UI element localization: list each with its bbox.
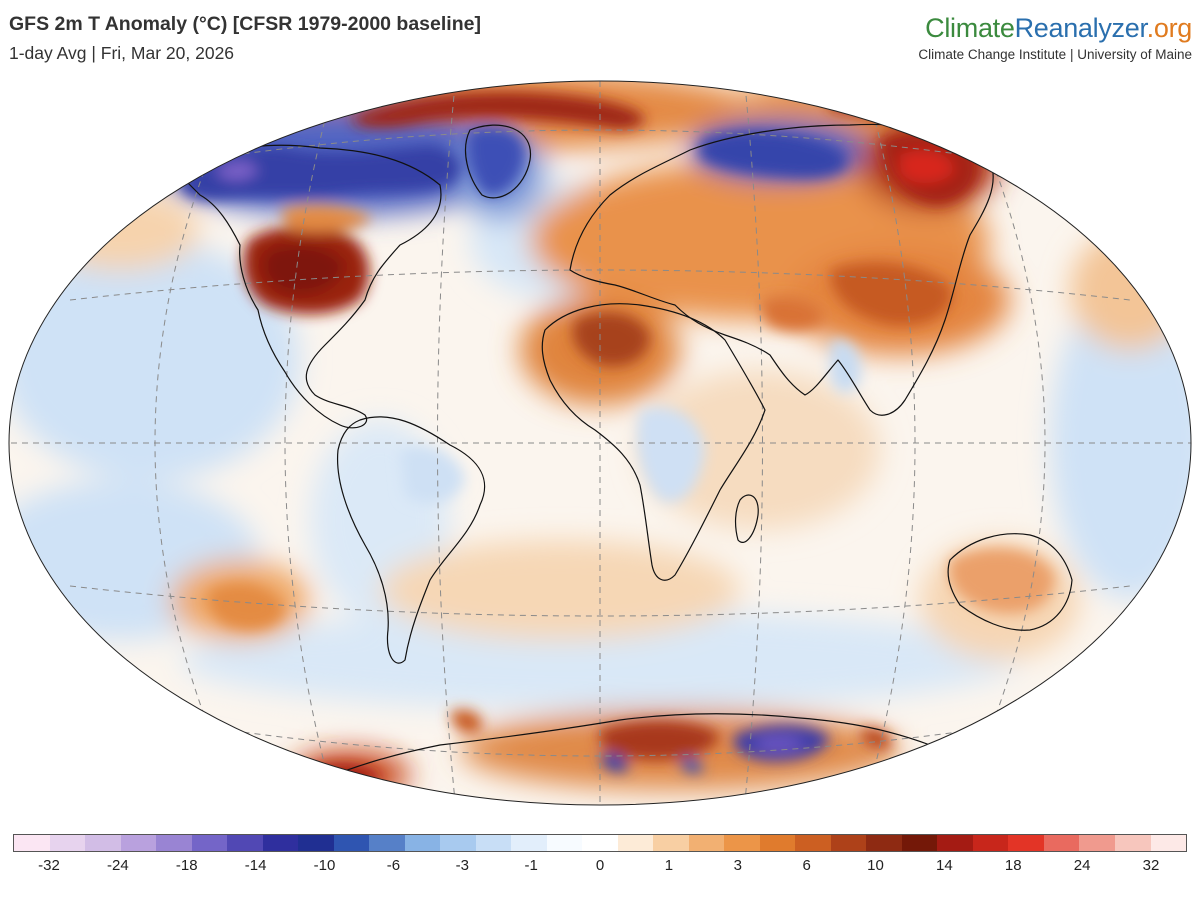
colorbar-tick-label: 24 (1073, 857, 1091, 874)
colorbar-tick-label: 14 (936, 857, 953, 874)
colorbar-tick-label: -32 (38, 857, 60, 874)
colorbar-tick-label: -1 (524, 857, 538, 874)
colorbar-swatch (191, 835, 228, 851)
map-subtitle: 1-day Avg | Fri, Mar 20, 2026 (9, 43, 235, 63)
coast-north-america (179, 144, 442, 429)
coast-madagascar (734, 494, 759, 543)
colorbar-swatch (866, 835, 902, 851)
field-detail-layer (179, 91, 1055, 788)
colorbar-swatch (1079, 835, 1115, 851)
anomaly-map (8, 80, 1192, 806)
colorbar-swatch (1043, 835, 1080, 851)
colorbar-swatch (85, 835, 121, 851)
colorbar-swatch (156, 835, 192, 851)
colorbar-swatch (830, 835, 867, 851)
colorbar-swatch (475, 835, 512, 851)
colorbar-tick-label: 3 (733, 857, 742, 874)
colorbar-tick-label: 32 (1142, 857, 1160, 874)
colorbar-tick-label: 1 (664, 857, 674, 874)
colorbar-tick-label: -10 (313, 857, 336, 874)
colorbar-swatch (1150, 835, 1187, 851)
colorbar-swatch (49, 835, 86, 851)
colorbar-swatch (546, 835, 583, 851)
colorbar-swatch (120, 835, 157, 851)
colorbar-swatch (937, 835, 973, 851)
brand-logo-org: .org (1146, 13, 1193, 43)
colorbar-swatch (298, 835, 334, 851)
colorbar-swatch (1008, 835, 1044, 851)
colorbar-swatch (262, 835, 299, 851)
colorbar-swatch (440, 835, 476, 851)
colorbar-swatch (653, 835, 689, 851)
colorbar-tick-label: -24 (107, 857, 129, 874)
colorbar-tick-label: -3 (455, 857, 469, 874)
colorbar-swatch (901, 835, 938, 851)
brand-tagline: Climate Change Institute | University of… (918, 47, 1192, 62)
colorbar-swatch (582, 835, 618, 851)
colorbar-swatch (333, 835, 370, 851)
colorbar-swatch (404, 835, 441, 851)
colorbar-swatch (724, 835, 760, 851)
coast-antarctica (299, 713, 931, 791)
colorbar-swatch (972, 835, 1009, 851)
colorbar-swatch (511, 835, 547, 851)
colorbar-tick-label: 18 (1004, 857, 1022, 874)
colorbar (13, 834, 1187, 852)
coast-australia (947, 533, 1073, 631)
colorbar-swatch (227, 835, 263, 851)
brand-logo-reanalyzer: Reanalyzer (1014, 13, 1147, 43)
colorbar-tick-label: 6 (802, 857, 811, 874)
colorbar-swatch (759, 835, 796, 851)
colorbar-swatch (1114, 835, 1151, 851)
colorbar-tick-label: -14 (244, 857, 267, 874)
colorbar-swatch (369, 835, 405, 851)
coast-africa (541, 303, 766, 581)
brand-logo[interactable]: ClimateReanalyzer.org (918, 11, 1192, 45)
brand-logo-climate: Climate (925, 13, 1015, 43)
brand-block[interactable]: ClimateReanalyzer.org Climate Change Ins… (918, 11, 1192, 62)
colorbar-tick-label: 10 (867, 857, 884, 874)
graticule (9, 81, 1191, 805)
colorbar-swatch (795, 835, 831, 851)
colorbar-tick-label: -6 (386, 857, 401, 874)
colorbar-tick-label: -18 (175, 857, 198, 874)
coast-south-america (336, 416, 486, 664)
globe-outline (8, 80, 1192, 806)
map-title: GFS 2m T Anomaly (°C) [CFSR 1979-2000 ba… (9, 13, 481, 35)
colorbar-swatch (617, 835, 654, 851)
coast-eurasia (569, 123, 994, 416)
colorbar-swatch (14, 835, 50, 851)
colorbar-labels: -32 -24 -18 -14 -10 -6 -3 -1 0 1 3 6 10 14 18 24 32 (13, 857, 1187, 879)
colorbar-tick-label: 0 (595, 857, 605, 874)
colorbar-swatch (688, 835, 725, 851)
coastlines (179, 123, 1073, 791)
coast-greenland (464, 124, 532, 199)
